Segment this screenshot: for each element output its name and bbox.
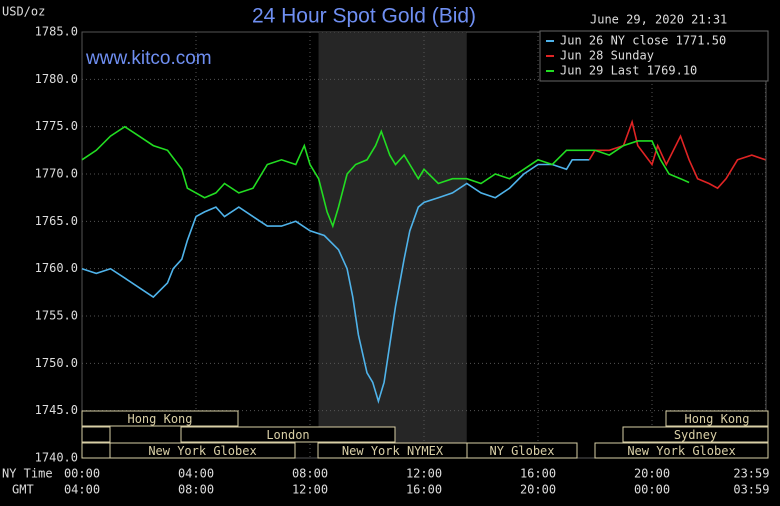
x-tick-label: 00:00	[64, 467, 100, 481]
y-tick-label: 1740.0	[35, 451, 78, 465]
session-label: New York NYMEX	[342, 444, 444, 458]
x-tick-label: 12:00	[406, 467, 442, 481]
x-tick-label: 08:00	[292, 467, 328, 481]
session-bar	[466, 442, 578, 459]
shaded-session	[318, 32, 467, 458]
y-tick-label: 1750.0	[35, 356, 78, 370]
session-label: New York Globex	[627, 444, 735, 458]
x-tick-label-gmt: 00:00	[634, 483, 670, 497]
y-tick-label: 1785.0	[35, 25, 78, 39]
x-tick-label: 16:00	[520, 467, 556, 481]
price-line	[81, 125, 690, 229]
x-tick-label-gmt: 04:00	[64, 483, 100, 497]
session-label: NY Globex	[489, 444, 554, 458]
session-label: London	[266, 428, 309, 442]
legend-entry: Jun 28 Sunday	[560, 49, 654, 63]
y-tick-label: 1755.0	[35, 309, 78, 323]
x-tick-label-gmt: 20:00	[520, 483, 556, 497]
y-tick-label: 1775.0	[35, 119, 78, 133]
x-tick-label: 23:59	[733, 467, 769, 481]
y-tick-label: 1770.0	[35, 167, 78, 181]
x-tick-label: 20:00	[634, 467, 670, 481]
chart-title: 24 Hour Spot Gold (Bid)	[252, 5, 476, 28]
session-label: Hong Kong	[684, 412, 749, 426]
x-tick-label-gmt: 03:59	[733, 483, 769, 497]
x-row-label: GMT	[12, 483, 34, 497]
legend-entry: Jun 26 NY close 1771.50	[560, 34, 726, 48]
annotation: www.kitco.com	[85, 48, 212, 69]
x-row-label: NY Time	[2, 467, 53, 481]
x-tick-label: 04:00	[178, 467, 214, 481]
price-line	[81, 159, 590, 404]
session-bar	[109, 442, 296, 459]
session-bar	[180, 426, 396, 443]
y-tick-label: 1760.0	[35, 261, 78, 275]
session-bar	[81, 410, 239, 427]
chart-subtitle: June 29, 2020 21:31	[590, 13, 727, 27]
session-label: Hong Kong	[127, 412, 192, 426]
session-bar	[622, 426, 769, 443]
x-tick-label-gmt: 08:00	[178, 483, 214, 497]
session-bar	[594, 442, 769, 459]
session-bar	[81, 426, 111, 443]
session-label: New York Globex	[148, 444, 256, 458]
y-axis-label: USD/oz	[2, 5, 45, 19]
y-tick-label: 1745.0	[35, 403, 78, 417]
session-bar	[665, 410, 769, 427]
y-tick-label: 1765.0	[35, 214, 78, 228]
legend-entry: Jun 29 Last 1769.10	[560, 64, 697, 78]
x-tick-label-gmt: 12:00	[292, 483, 328, 497]
legend-box	[539, 30, 769, 82]
y-tick-label: 1780.0	[35, 72, 78, 86]
session-label: Sydney	[674, 428, 717, 442]
x-tick-label-gmt: 16:00	[406, 483, 442, 497]
